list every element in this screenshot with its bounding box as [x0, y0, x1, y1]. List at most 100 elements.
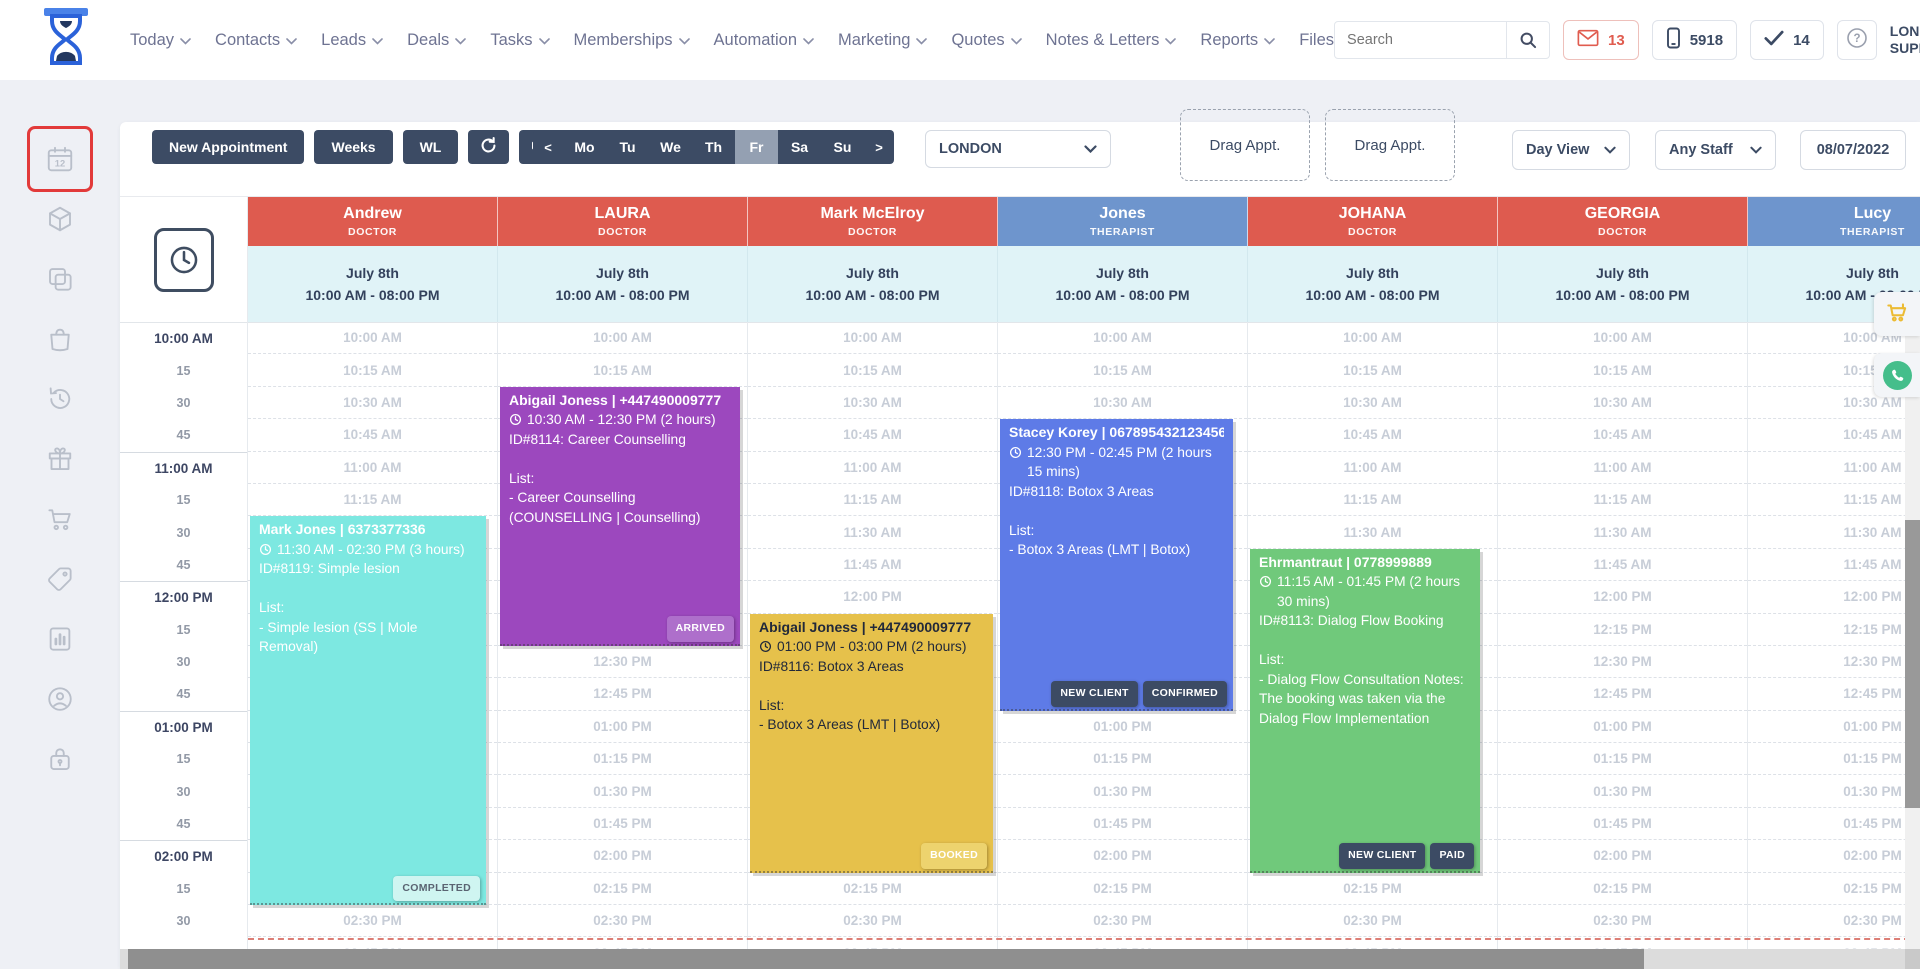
nav-item-reports[interactable]: Reports [1200, 31, 1275, 50]
time-slot-cell[interactable]: 02:15 PM [1248, 873, 1497, 906]
time-slot-cell[interactable]: 01:30 PM [498, 775, 747, 808]
staff-header[interactable]: Jones THERAPIST [998, 197, 1248, 246]
time-slot-cell[interactable]: 10:45 AM [1498, 419, 1747, 452]
time-slot-cell[interactable]: 01:30 PM [998, 775, 1247, 808]
shopping-bag-icon[interactable] [42, 321, 78, 357]
staff-select[interactable]: Any Staff [1655, 130, 1776, 170]
nav-item-automation[interactable]: Automation [714, 31, 814, 50]
time-slot-cell[interactable]: 10:00 AM [998, 322, 1247, 355]
id-badge-icon[interactable] [42, 681, 78, 717]
gift-icon[interactable] [42, 441, 78, 477]
time-slot-cell[interactable]: 11:15 AM [748, 484, 997, 517]
tasks-check-button[interactable]: 14 [1750, 20, 1824, 60]
time-slot-cell[interactable]: 01:45 PM [1498, 808, 1747, 841]
time-slot-cell[interactable]: 10:00 AM [748, 322, 997, 355]
time-slot-cell[interactable]: 11:30 AM [1748, 516, 1920, 549]
date-field[interactable]: 08/07/2022 [1800, 130, 1906, 170]
day-button-we[interactable]: We [660, 139, 681, 155]
time-slot-cell[interactable]: 11:15 AM [1248, 484, 1497, 517]
day-button-tu[interactable]: Tu [619, 139, 636, 155]
time-slot-cell[interactable]: 12:30 PM [1748, 646, 1920, 679]
time-slot-cell[interactable]: 01:30 PM [1748, 775, 1920, 808]
day-button-mo[interactable]: Mo [574, 139, 595, 155]
time-slot-cell[interactable]: 11:30 AM [748, 516, 997, 549]
time-slot-cell[interactable]: 02:15 PM [498, 873, 747, 906]
time-slot-cell[interactable]: 01:00 PM [1748, 711, 1920, 744]
nav-item-contacts[interactable]: Contacts [215, 31, 297, 50]
time-slot-cell[interactable]: 01:00 PM [1498, 711, 1747, 744]
time-slot-cell[interactable]: 12:30 PM [498, 646, 747, 679]
shopping-cart-icon[interactable] [42, 501, 78, 537]
appointment[interactable]: Mark Jones | 6373377336 11:30 AM - 02:30 … [250, 516, 486, 906]
time-slot-cell[interactable]: 02:15 PM [1748, 873, 1920, 906]
time-slot-cell[interactable]: 10:30 AM [248, 387, 497, 420]
time-slot-cell[interactable]: 11:30 AM [1248, 516, 1497, 549]
active-nav-highlight[interactable]: 12 [27, 126, 93, 192]
time-slot-cell[interactable]: 11:00 AM [1748, 452, 1920, 484]
nav-item-tasks[interactable]: Tasks [490, 31, 550, 50]
time-slot-cell[interactable]: 01:45 PM [498, 808, 747, 841]
staff-header[interactable]: JOHANA DOCTOR [1248, 197, 1498, 246]
time-slot-cell[interactable]: 10:45 AM [248, 419, 497, 452]
day-button-su[interactable]: Su [833, 139, 852, 155]
time-slot-cell[interactable]: 01:15 PM [998, 743, 1247, 776]
time-slot-cell[interactable]: 12:00 PM [1748, 581, 1920, 614]
time-slot-cell[interactable]: 11:00 AM [1248, 452, 1497, 484]
nav-item-files[interactable]: Files [1299, 31, 1334, 50]
time-slot-cell[interactable]: 12:45 PM [498, 678, 747, 711]
time-slot-cell[interactable]: 01:15 PM [1498, 743, 1747, 776]
duplicate-icon[interactable] [42, 261, 78, 297]
nav-item-quotes[interactable]: Quotes [951, 31, 1022, 50]
time-slot-cell[interactable]: 11:00 AM [748, 452, 997, 484]
time-slot-cell[interactable]: 10:15 AM [248, 354, 497, 387]
prev-day-button[interactable]: < [544, 139, 552, 155]
staff-header[interactable]: GEORGIA DOCTOR [1498, 197, 1748, 246]
time-slot-cell[interactable]: 10:15 AM [1248, 354, 1497, 387]
staff-header[interactable]: Mark McElroy DOCTOR [748, 197, 998, 246]
time-slot-cell[interactable]: 12:15 PM [1498, 614, 1747, 646]
staff-header[interactable]: LAURA DOCTOR [498, 197, 748, 246]
time-slot-cell[interactable]: 01:00 PM [498, 711, 747, 744]
time-slot-cell[interactable]: 01:45 PM [998, 808, 1247, 841]
nav-item-notes-letters[interactable]: Notes & Letters [1046, 31, 1177, 50]
time-slot-cell[interactable]: 11:15 AM [1498, 484, 1747, 517]
phone-calls-button[interactable]: 5918 [1651, 20, 1738, 60]
staff-header[interactable]: Andrew DOCTOR [248, 197, 498, 246]
time-slot-cell[interactable]: 10:45 AM [748, 419, 997, 452]
time-slot-cell[interactable]: 02:30 PM [1498, 905, 1747, 938]
nav-item-marketing[interactable]: Marketing [838, 31, 928, 50]
time-slot-cell[interactable]: 10:15 AM [748, 354, 997, 387]
time-slot-cell[interactable]: 10:30 AM [748, 387, 997, 420]
time-slot-cell[interactable]: 02:30 PM [998, 905, 1247, 938]
time-slot-cell[interactable]: 10:45 AM [1248, 419, 1497, 452]
nav-item-today[interactable]: Today [130, 31, 191, 50]
time-slot-cell[interactable]: 11:45 AM [1498, 549, 1747, 582]
time-slot-cell[interactable]: 10:15 AM [498, 354, 747, 387]
search-icon[interactable] [1506, 22, 1549, 58]
time-slot-cell[interactable]: 01:15 PM [498, 743, 747, 776]
time-slot-cell[interactable]: 12:15 PM [1748, 614, 1920, 646]
time-slot-cell[interactable]: 02:15 PM [998, 873, 1247, 906]
staff-header[interactable]: Lucy THERAPIST [1748, 197, 1920, 246]
time-slot-cell[interactable]: 11:00 AM [1498, 452, 1747, 484]
app-logo[interactable] [40, 6, 92, 75]
nav-item-memberships[interactable]: Memberships [574, 31, 690, 50]
drag-appointment-slot-1[interactable]: Drag Appt. [1180, 109, 1310, 181]
time-slot-cell[interactable]: 01:15 PM [1748, 743, 1920, 776]
time-slot-cell[interactable]: 10:00 AM [1248, 322, 1497, 355]
time-slot-cell[interactable]: 10:15 AM [998, 354, 1247, 387]
day-button-fr[interactable]: Fr [735, 130, 778, 164]
drag-appointment-slot-2[interactable]: Drag Appt. [1325, 109, 1455, 181]
time-slot-cell[interactable]: 10:30 AM [998, 387, 1247, 420]
products-box-icon[interactable] [42, 201, 78, 237]
time-slot-cell[interactable]: 02:30 PM [1248, 905, 1497, 938]
time-slot-cell[interactable]: 11:45 AM [748, 549, 997, 582]
day-button-sa[interactable]: Sa [790, 139, 809, 155]
calendar-12-icon[interactable]: 12 [42, 141, 78, 177]
time-slot-cell[interactable]: 01:30 PM [1498, 775, 1747, 808]
report-chart-icon[interactable] [42, 621, 78, 657]
vertical-scrollbar-thumb[interactable] [1905, 520, 1920, 808]
time-slot-cell[interactable]: 11:15 AM [1748, 484, 1920, 517]
time-slot-cell[interactable]: 02:15 PM [1498, 873, 1747, 906]
weeks-button[interactable]: Weeks [314, 130, 393, 164]
